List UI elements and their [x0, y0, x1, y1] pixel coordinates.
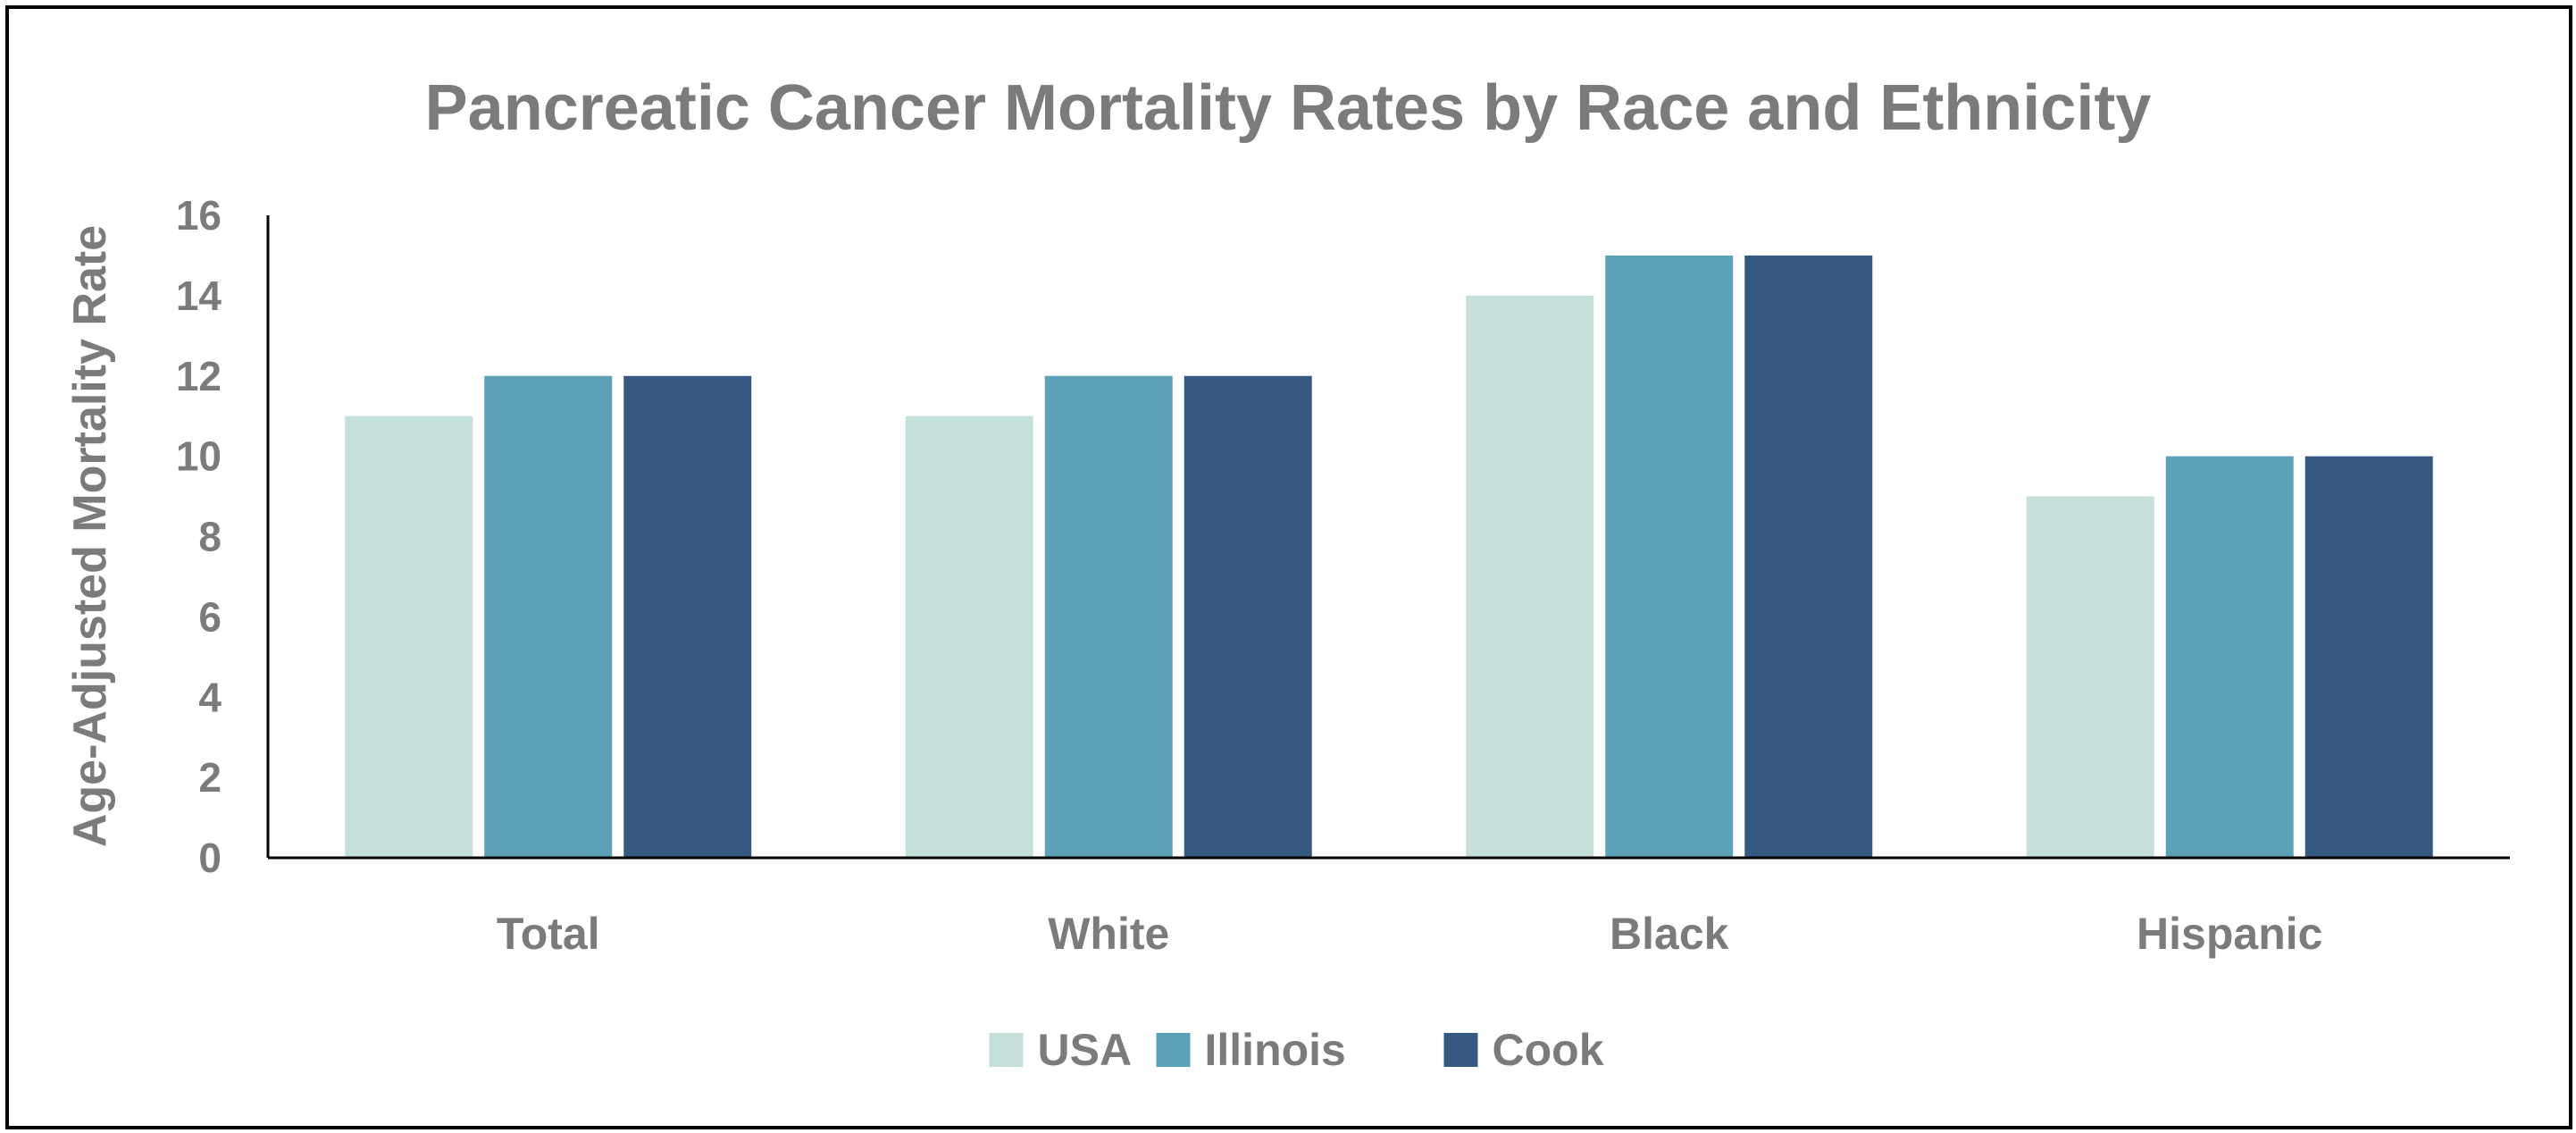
y-tick-label: 4: [198, 674, 222, 720]
bar-usa-black: [1466, 295, 1594, 858]
bar-usa-hispanic: [2026, 496, 2154, 858]
y-tick-label: 10: [176, 433, 222, 480]
y-tick-label: 16: [176, 192, 222, 239]
bar-chart: Pancreatic Cancer Mortality Rates by Rac…: [64, 72, 2510, 1075]
bar-cook-black: [1744, 255, 1873, 858]
x-category-label: Black: [1610, 909, 1729, 959]
bar-illinois-white: [1044, 375, 1173, 858]
legend-swatch-illinois: [1156, 1033, 1191, 1067]
y-tick-label: 14: [176, 273, 222, 319]
bar-cook-total: [623, 375, 752, 858]
bar-usa-white: [905, 415, 1033, 858]
bar-cook-hispanic: [2304, 456, 2433, 858]
bars: [345, 255, 2433, 858]
y-tick-label: 2: [198, 754, 222, 801]
legend: USA Illinois Cook: [989, 1025, 1604, 1075]
legend-swatch-cook: [1443, 1033, 1478, 1067]
x-category-label: Hispanic: [2137, 909, 2322, 959]
y-tick-label: 0: [198, 835, 222, 881]
bar-usa-total: [345, 415, 473, 858]
x-axis-categories: Total White Black Hispanic: [497, 909, 2323, 959]
y-axis-label: Age-Adjusted Mortality Rate: [64, 225, 116, 847]
legend-swatch-usa: [989, 1033, 1024, 1067]
y-tick-label: 6: [198, 593, 222, 640]
legend-label-illinois: Illinois: [1205, 1025, 1346, 1075]
bar-illinois-hispanic: [2165, 456, 2294, 858]
legend-label-cook: Cook: [1493, 1025, 1604, 1075]
y-tick-label: 8: [198, 514, 222, 560]
bar-illinois-black: [1605, 255, 1734, 858]
legend-label-usa: USA: [1038, 1025, 1133, 1075]
chart-title: Pancreatic Cancer Mortality Rates by Rac…: [425, 72, 2152, 144]
bar-illinois-total: [484, 375, 613, 858]
bar-cook-white: [1183, 375, 1312, 858]
y-axis-ticks: 0 2 4 6 8 10 12 14 16: [176, 192, 222, 881]
chart-frame: Pancreatic Cancer Mortality Rates by Rac…: [5, 5, 2572, 1129]
y-tick-label: 12: [176, 353, 222, 399]
x-category-label: White: [1048, 909, 1169, 959]
x-category-label: Total: [497, 909, 600, 959]
